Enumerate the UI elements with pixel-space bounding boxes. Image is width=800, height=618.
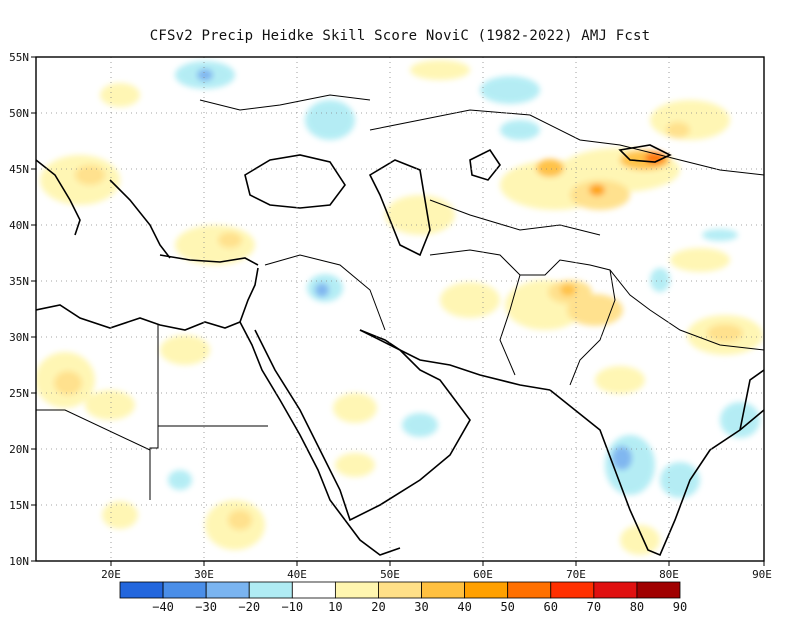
tick-marks: [31, 56, 765, 566]
colorbar-swatch: [378, 581, 422, 599]
lat-label: 30N: [9, 331, 29, 344]
lon-label: 30E: [194, 568, 214, 581]
colorbar-label: 40: [457, 600, 471, 614]
lat-label: 40N: [9, 219, 29, 232]
colorbar-swatch: [334, 581, 379, 599]
colorbar-label: 70: [587, 600, 601, 614]
lat-label: 55N: [9, 51, 29, 64]
lon-label: 80E: [659, 568, 679, 581]
colorbar-label: −20: [238, 600, 260, 614]
colorbar-label: −10: [281, 600, 303, 614]
colorbar-label: 50: [500, 600, 514, 614]
lat-label: 10N: [9, 555, 29, 568]
coastlines: [36, 144, 764, 557]
colorbar-swatch: [593, 581, 638, 599]
colorbar-label: 80: [630, 600, 644, 614]
colorbar-swatch: [421, 581, 466, 599]
graticule: [36, 57, 764, 561]
longitude-labels: 20E 30E 40E 50E 60E 70E 80E 90E: [101, 568, 772, 581]
map-title: CFSv2 Precip Heidke Skill Score NoviC (1…: [149, 28, 651, 44]
colorbar-swatch: [248, 581, 293, 599]
skill-field: [36, 60, 763, 555]
colorbar-label: 30: [414, 600, 428, 614]
lat-label: 50N: [9, 107, 29, 120]
colorbar-label: −40: [152, 600, 174, 614]
colorbar-swatch: [162, 581, 207, 599]
borders: [36, 94, 764, 500]
lat-label: 35N: [9, 275, 29, 288]
colorbar-label: 20: [371, 600, 385, 614]
colorbar-label: 10: [328, 600, 342, 614]
lon-label: 20E: [101, 568, 121, 581]
lon-label: 90E: [752, 568, 772, 581]
colorbar-label: −30: [195, 600, 217, 614]
lat-label: 45N: [9, 163, 29, 176]
lon-label: 60E: [473, 568, 493, 581]
colorbar: −40 −30 −20 −10 10 20 30 40 50 60 70 80 90: [119, 581, 687, 614]
map-frame: [35, 56, 765, 562]
lon-label: 40E: [287, 568, 307, 581]
lon-label: 50E: [380, 568, 400, 581]
colorbar-label: 60: [544, 600, 558, 614]
colorbar-label: 90: [673, 600, 687, 614]
colorbar-swatch: [507, 581, 552, 599]
colorbar-swatch: [119, 581, 164, 599]
lat-label: 15N: [9, 499, 29, 512]
lat-label: 20N: [9, 443, 29, 456]
colorbar-swatch: [291, 581, 336, 599]
colorbar-swatch: [464, 581, 509, 599]
colorbar-swatch: [550, 581, 595, 599]
colorbar-swatch: [205, 581, 250, 599]
latitude-labels: 55N 50N 45N 40N 35N 30N 25N 20N 15N 10N: [9, 51, 29, 568]
colorbar-swatch: [636, 581, 681, 599]
lat-label: 25N: [9, 387, 29, 400]
lon-label: 70E: [566, 568, 586, 581]
